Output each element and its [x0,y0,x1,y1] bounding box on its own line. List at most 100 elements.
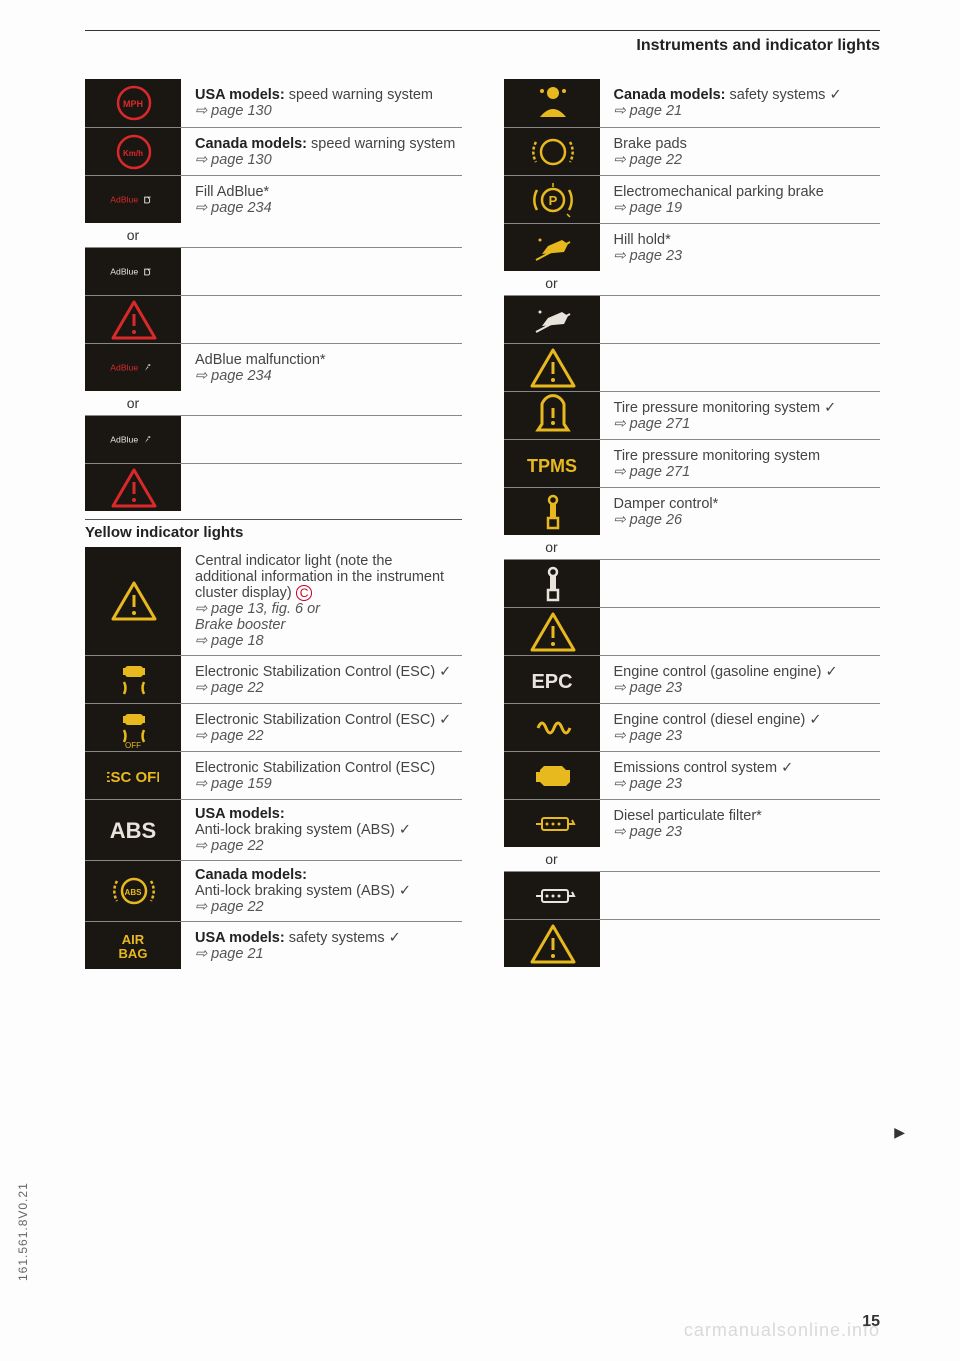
indicator-description: Tire pressure monitoring system ✓⇨ page … [600,392,881,439]
warning-triangle-yellow-icon [504,344,600,391]
indicator-description: Engine control (diesel engine) ✓⇨ page 2… [600,704,881,751]
adblue-red-fuel-icon: AdBlue [85,176,181,223]
svg-text:AdBlue: AdBlue [110,194,138,204]
mph-circle-red-icon: MPH [85,79,181,127]
indicator-row: AdBlue [85,415,462,463]
indicator-row: Brake pads⇨ page 22 [504,127,881,175]
indicator-row [504,343,881,391]
adblue-white-wrench-icon: AdBlue [85,416,181,463]
indicator-row: Central indicator light (note the additi… [85,547,462,655]
indicator-row: AdBlue AdBlue malfunction*⇨ page 234 [85,343,462,391]
indicator-description: USA models: speed warning system⇨ page 1… [181,79,462,127]
indicator-description: Tire pressure monitoring system⇨ page 27… [600,440,881,487]
hill-hold-white-icon [504,296,600,343]
engine-yellow-icon [504,752,600,799]
indicator-description: Canada models: safety systems ✓⇨ page 21 [600,79,881,127]
indicator-description: USA models: safety systems ✓⇨ page 21 [181,922,462,969]
indicator-description: Electronic Stabilization Control (ESC) ✓… [181,704,462,751]
svg-text:EPC: EPC [531,671,572,693]
dpf-white-icon [504,872,600,919]
svg-text:MPH: MPH [123,99,143,109]
parking-brake-yellow-icon [504,176,600,223]
esc-skid-yellow-icon [85,656,181,703]
abs-text-white-icon: ABS [85,800,181,860]
indicator-description [181,464,462,511]
adblue-white-fuel-icon: AdBlue [85,248,181,295]
indicator-description: Brake pads⇨ page 22 [600,128,881,175]
indicator-row [504,919,881,967]
indicator-description [600,872,881,919]
indicator-description: Electronic Stabilization Control (ESC) ✓… [181,656,462,703]
indicator-row: Electronic Stabilization Control (ESC) ✓… [85,655,462,703]
indicator-row: TPMSTire pressure monitoring system⇨ pag… [504,439,881,487]
indicator-description: AdBlue malfunction*⇨ page 234 [181,344,462,391]
indicator-row: Km/h Canada models: speed warning system⇨… [85,127,462,175]
svg-text:ABS: ABS [110,818,156,843]
indicator-description [600,296,881,343]
coil-yellow-icon [504,704,600,751]
indicator-description: Electronic Stabilization Control (ESC)⇨ … [181,752,462,799]
indicator-row [504,871,881,919]
indicator-row: AdBlue Fill AdBlue*⇨ page 234 [85,175,462,223]
abs-circle-yellow-icon: ABS [85,861,181,921]
warning-triangle-red-icon [85,296,181,343]
continue-arrow-icon: ▶ [894,1124,905,1141]
warning-triangle-yellow-icon [504,608,600,655]
tpms-text-icon: TPMS [504,440,600,487]
document-code: 161.561.8V0.21 [16,1182,30,1281]
svg-text:AdBlue: AdBlue [110,266,138,276]
warning-triangle-red-icon [85,464,181,511]
indicator-description: Hill hold*⇨ page 23 [600,224,881,271]
indicator-row [85,463,462,511]
or-label: or [504,535,600,559]
indicator-description: Emissions control system ✓⇨ page 23 [600,752,881,799]
indicator-description [600,560,881,607]
indicator-row: Tire pressure monitoring system ✓⇨ page … [504,391,881,439]
hill-hold-yellow-icon [504,224,600,271]
indicator-description: Electromechanical parking brake⇨ page 19 [600,176,881,223]
indicator-row [85,295,462,343]
svg-text:Km/h: Km/h [123,149,143,158]
indicator-row: MPH USA models: speed warning system⇨ pag… [85,79,462,127]
svg-text:ABS: ABS [125,888,143,897]
svg-text:OFF: OFF [125,741,141,750]
indicator-description [181,416,462,463]
indicator-description: Fill AdBlue*⇨ page 234 [181,176,462,223]
indicator-row: EPC Engine control (gasoline engine) ✓⇨ p… [504,655,881,703]
indicator-description [181,296,462,343]
indicator-row: Diesel particulate filter*⇨ page 23 [504,799,881,847]
watermark: carmanualsonline.info [684,1320,880,1341]
indicator-description [600,344,881,391]
svg-text:AdBlue: AdBlue [110,434,138,444]
indicator-description: USA models:Anti-lock braking system (ABS… [181,800,462,860]
indicator-row: Electromechanical parking brake⇨ page 19 [504,175,881,223]
indicator-row: ABS Canada models:Anti-lock braking syste… [85,860,462,921]
svg-text:AdBlue: AdBlue [110,362,138,372]
indicator-description: Engine control (gasoline engine) ✓⇨ page… [600,656,881,703]
svg-text:ESC OFF: ESC OFF [107,769,159,786]
indicator-row: Damper control*⇨ page 26 [504,487,881,535]
indicator-description: Damper control*⇨ page 26 [600,488,881,535]
epc-text-icon: EPC [504,656,600,703]
esc-off-text-icon: ESC OFF [85,752,181,799]
indicator-description [600,920,881,967]
indicator-row: AdBlue [85,247,462,295]
indicator-description: Canada models: speed warning system⇨ pag… [181,128,462,175]
indicator-description: Canada models:Anti-lock braking system (… [181,861,462,921]
indicator-row: Hill hold*⇨ page 23 [504,223,881,271]
indicator-description: Diesel particulate filter*⇨ page 23 [600,800,881,847]
indicator-row: Canada models: safety systems ✓⇨ page 21 [504,79,881,127]
indicator-row: OFF Electronic Stabilization Control (ESC… [85,703,462,751]
svg-text:BAG: BAG [119,946,148,961]
indicator-row: Engine control (diesel engine) ✓⇨ page 2… [504,703,881,751]
indicator-row: ABS USA models:Anti-lock braking system (… [85,799,462,860]
kmh-circle-red-icon: Km/h [85,128,181,175]
adblue-red-wrench-icon: AdBlue [85,344,181,391]
or-label: or [504,847,600,871]
indicator-description [600,608,881,655]
indicator-row [504,607,881,655]
indicator-row: Emissions control system ✓⇨ page 23 [504,751,881,799]
indicator-description [181,248,462,295]
dpf-yellow-icon [504,800,600,847]
right-column: Canada models: safety systems ✓⇨ page 21… [504,79,881,969]
